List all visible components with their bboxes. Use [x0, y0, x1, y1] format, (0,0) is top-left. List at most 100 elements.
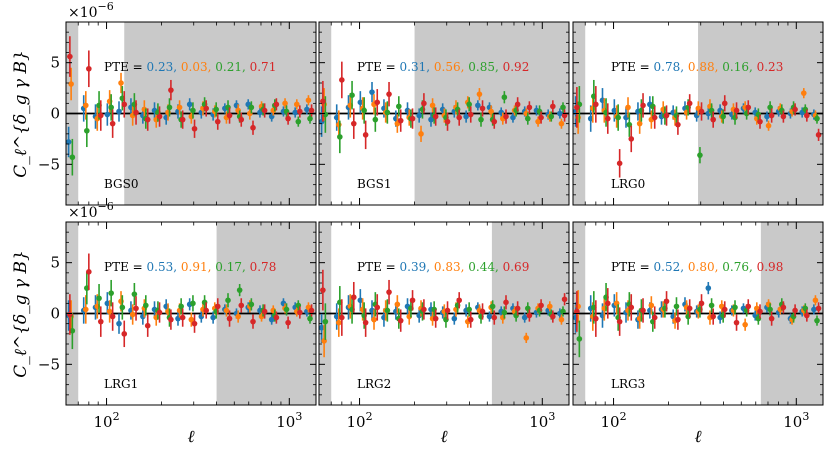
pte-value-2: 0.88, [688, 60, 722, 74]
tick-base: 10 [529, 413, 548, 431]
y-tick-label: −5 [38, 155, 60, 173]
series-4 [67, 36, 315, 138]
data-point [82, 306, 89, 313]
plot-area [66, 22, 316, 205]
data-point [526, 104, 533, 111]
data-point [166, 104, 173, 111]
data-point [225, 297, 231, 304]
data-point [466, 306, 472, 313]
data-point [604, 300, 611, 307]
data-point [768, 315, 775, 322]
pte-value-1: 0.23, [147, 60, 181, 74]
data-point [521, 314, 528, 321]
data-point [179, 116, 186, 123]
data-point [675, 316, 681, 323]
data-point [663, 112, 670, 119]
data-point [179, 314, 186, 321]
pte-annotation: PTE = 0.52, 0.80, 0.76, 0.98 [611, 260, 783, 274]
data-point [444, 118, 451, 125]
data-point [451, 315, 458, 322]
data-point [467, 111, 474, 118]
data-point [293, 101, 300, 108]
data-point [651, 114, 658, 121]
x-axis-title: ℓ [187, 427, 194, 447]
pte-value-4: 0.23 [757, 60, 784, 74]
data-point [320, 98, 326, 105]
data-point [304, 106, 310, 113]
data-point [418, 131, 424, 137]
data-point [191, 320, 198, 327]
multiplier-base: ×10 [68, 5, 98, 21]
data-point [514, 305, 521, 312]
multiplier-exponent: −6 [98, 200, 114, 213]
data-point [305, 97, 312, 104]
data-point [721, 306, 728, 313]
data-point [322, 318, 329, 325]
data-point [188, 316, 195, 323]
y-tick-label: 0 [50, 305, 60, 323]
data-point [780, 304, 787, 311]
pte-label: PTE = [104, 260, 147, 274]
data-point [757, 308, 763, 315]
data-point [628, 304, 635, 311]
data-point [214, 303, 221, 310]
data-point [733, 319, 740, 326]
data-point [768, 112, 775, 119]
data-point [250, 124, 256, 131]
data-point [106, 308, 113, 315]
y-axis-multiplier: ×10−6 [68, 0, 114, 21]
data-point [651, 314, 658, 321]
data-point [250, 318, 256, 325]
series-4 [574, 288, 822, 337]
data-point [604, 115, 611, 122]
data-point [386, 289, 392, 295]
multiplier-base: ×10 [68, 205, 98, 221]
data-point [428, 116, 434, 123]
data-point [396, 103, 402, 110]
data-point [238, 116, 245, 123]
data-point [223, 307, 230, 314]
data-point [190, 107, 196, 114]
data-point [804, 312, 810, 319]
pte-value-4: 0.71 [250, 60, 277, 74]
data-point [663, 298, 670, 305]
data-point [248, 301, 255, 308]
data-point [69, 154, 76, 161]
pte-value-1: 0.78, [654, 60, 688, 74]
data-point [432, 113, 439, 120]
data-point [409, 115, 416, 122]
pte-value-3: 0.44, [468, 260, 502, 274]
data-point [524, 115, 531, 122]
data-point [698, 108, 705, 115]
pte-value-2: 0.03, [181, 60, 215, 74]
data-point [616, 318, 623, 325]
data-point [444, 307, 451, 314]
data-point [238, 302, 245, 309]
data-point [214, 118, 221, 125]
data-point [320, 287, 326, 293]
data-point [109, 120, 116, 127]
data-point [409, 297, 416, 304]
data-point [131, 291, 138, 297]
x-tick-label: 103 [783, 410, 809, 431]
data-point [386, 91, 392, 97]
data-point [119, 304, 126, 311]
data-point [261, 308, 268, 315]
data-point [503, 299, 509, 306]
data-point [648, 302, 655, 309]
data-point [297, 309, 303, 316]
data-point [538, 114, 544, 121]
data-point [357, 297, 364, 304]
data-point [68, 81, 74, 87]
data-point [168, 316, 174, 323]
series-1 [66, 95, 310, 158]
data-point [133, 305, 139, 312]
data-point [558, 120, 565, 127]
data-point [625, 104, 631, 111]
y-tick-label: 0 [50, 105, 60, 123]
y-axis-multiplier: ×10−6 [68, 200, 114, 221]
data-point [116, 108, 122, 115]
data-point [705, 285, 712, 291]
data-point [362, 132, 369, 138]
